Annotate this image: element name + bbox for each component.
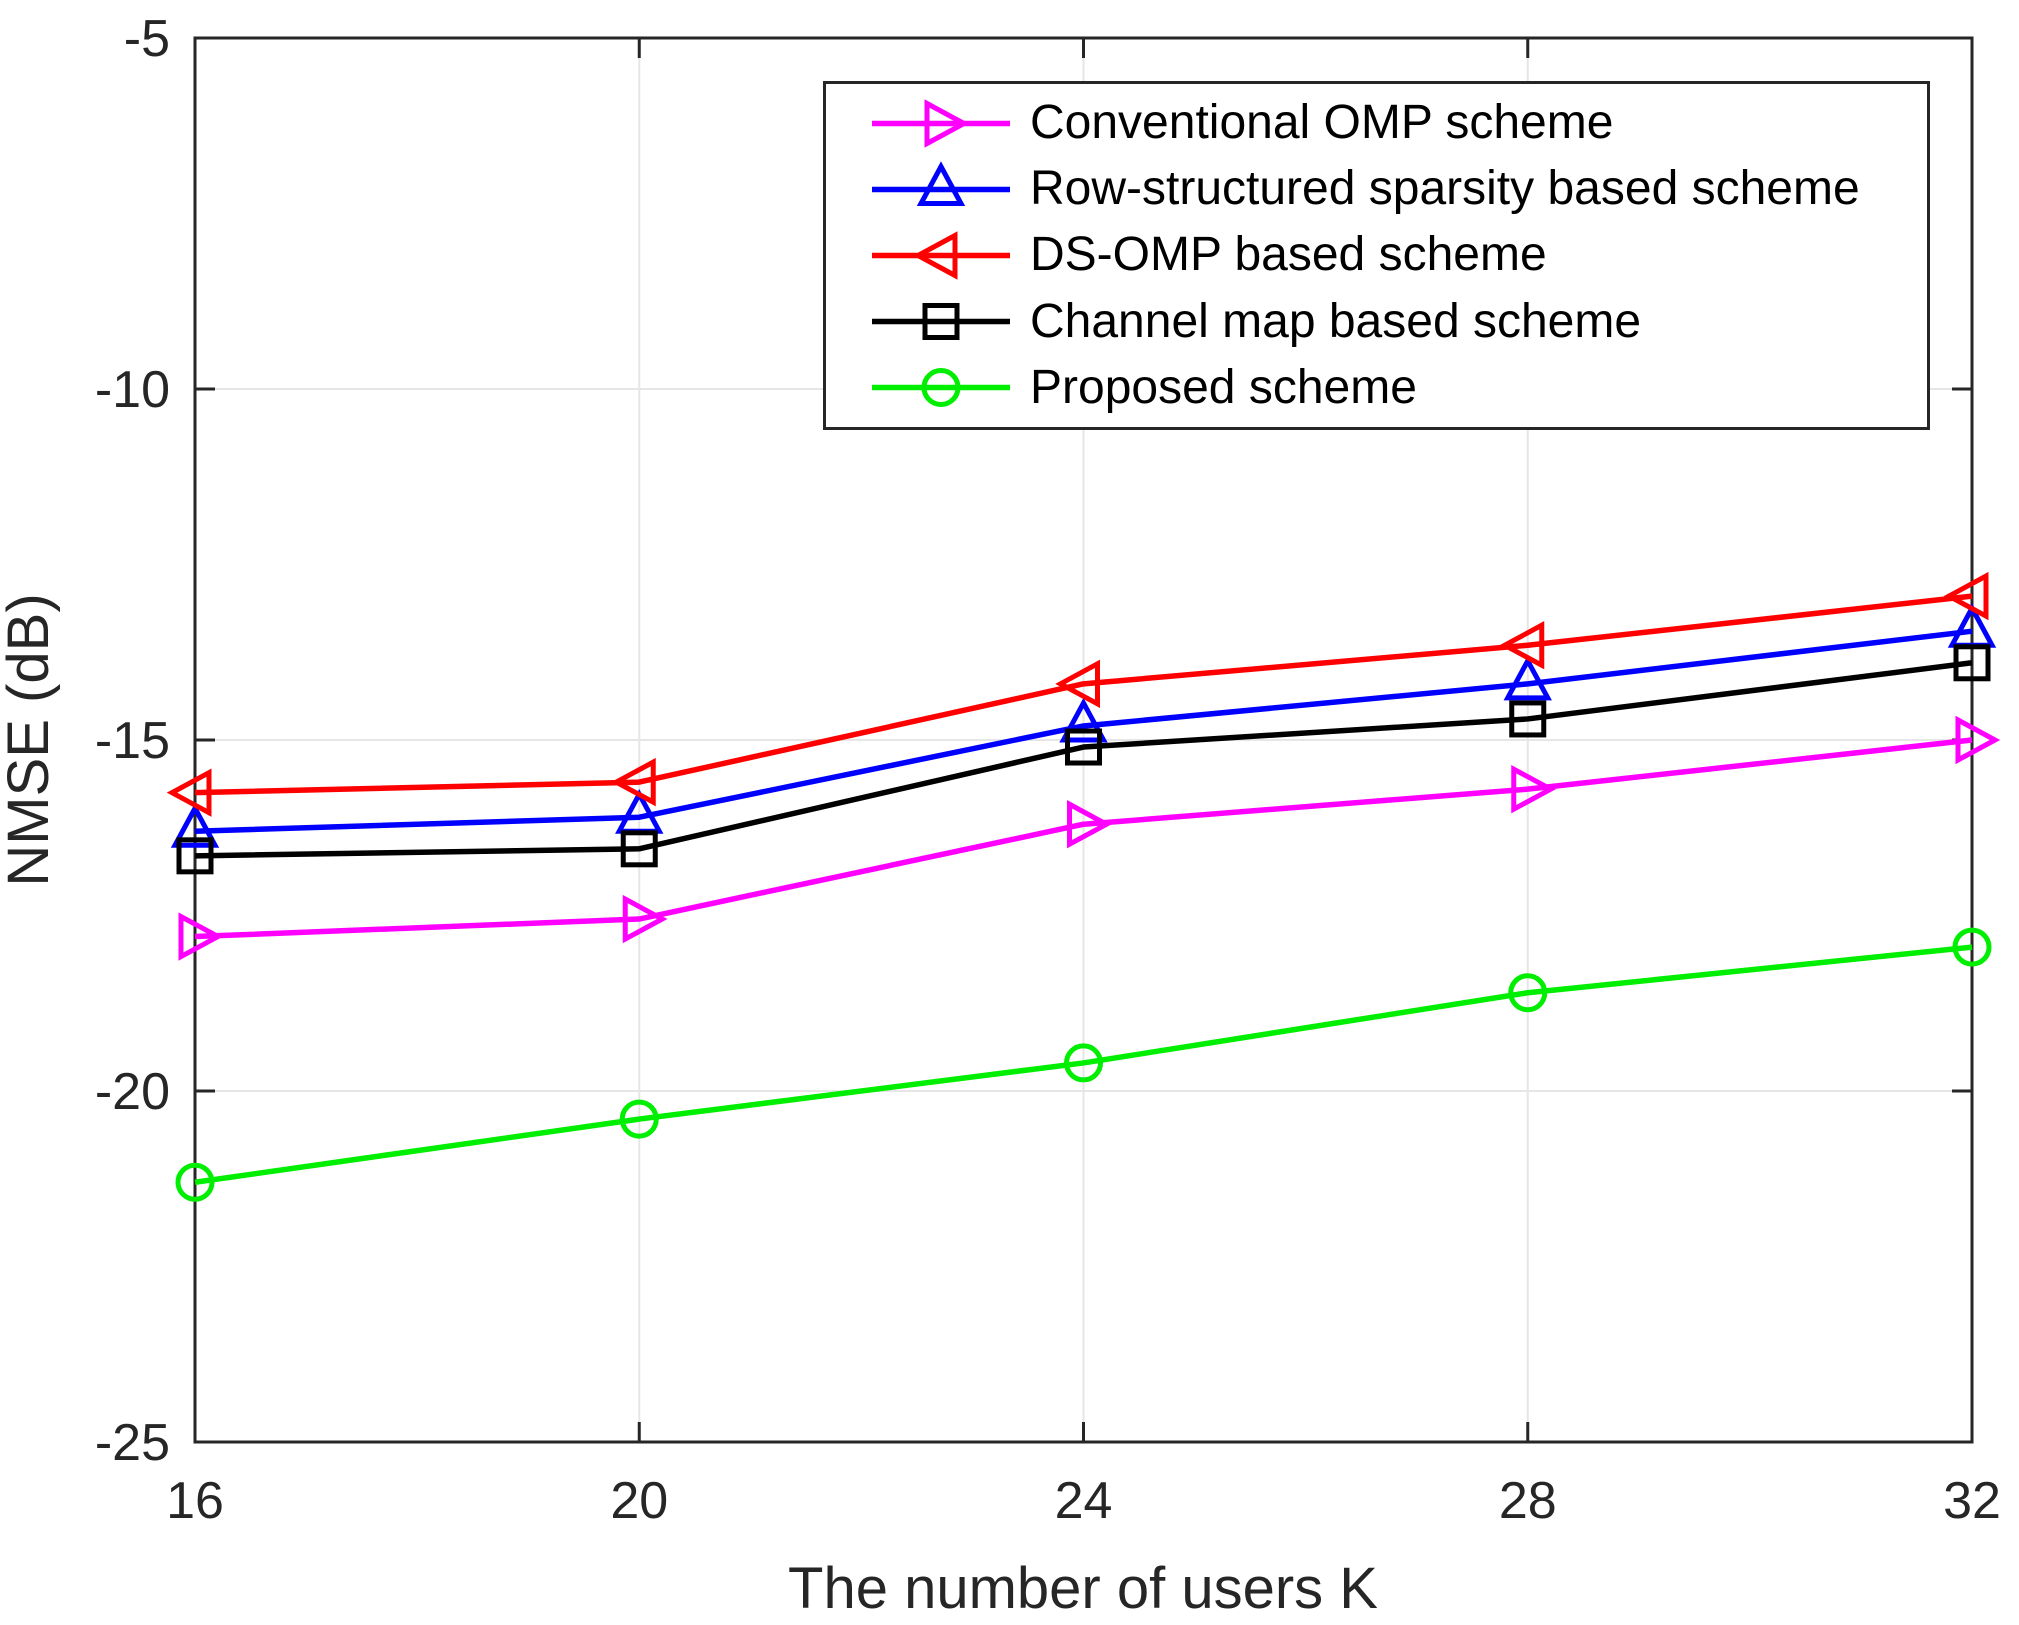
triangle-left-marker-icon [1499, 621, 1545, 670]
y-tick-label: -25 [95, 1414, 170, 1472]
triangle-up-marker-icon [916, 161, 966, 206]
legend-label: Channel map based scheme [1030, 294, 1642, 348]
triangle-up-marker-icon [1503, 655, 1552, 701]
circle-marker-icon [1064, 1043, 1103, 1083]
legend-marker-triangle-up-icon [872, 161, 1010, 206]
y-axis-title: NMSE (dB) [0, 593, 61, 886]
legend-entry-ds-omp: DS-OMP based scheme [866, 224, 1927, 286]
triangle-left-marker-icon [610, 757, 656, 807]
data-series [166, 571, 2001, 1202]
series-line [194, 944, 1973, 1185]
legend-label: Proposed scheme [1030, 360, 1417, 414]
legend-box: Conventional OMP scheme Row-structured s… [823, 81, 1930, 430]
x-axis-title: The number of users K [788, 1556, 1378, 1621]
x-tick-label: 20 [610, 1472, 668, 1530]
triangle-right-marker-icon [1955, 715, 2001, 765]
square-marker-icon [922, 303, 960, 341]
series-1 [170, 602, 1997, 848]
triangle-left-marker-icon [1055, 659, 1100, 709]
legend-entry-channel-map: Channel map based scheme [866, 291, 1927, 353]
series-line [194, 660, 1973, 859]
circle-marker-icon [619, 1099, 659, 1139]
y-tick-label: -20 [95, 1063, 170, 1121]
series-line [194, 593, 1973, 796]
legend-label: DS-OMP based scheme [1030, 228, 1547, 282]
circle-marker-icon [175, 1162, 215, 1202]
y-tick-label: -10 [95, 361, 170, 419]
legend-marker-circle-icon [872, 368, 1010, 408]
y-tick-label: -5 [124, 10, 170, 68]
x-tick-label: 28 [1499, 1472, 1557, 1530]
series-0 [178, 715, 2001, 961]
triangle-left-marker-icon [1943, 571, 1989, 621]
series-4 [175, 927, 1992, 1202]
series-line [194, 628, 1973, 835]
series-line [194, 737, 1973, 940]
x-tick-label: 16 [166, 1472, 224, 1530]
triangle-right-marker-icon [924, 98, 970, 148]
triangle-up-marker-icon [170, 803, 220, 848]
x-tick-label: 24 [1055, 1472, 1113, 1530]
square-marker-icon [1509, 700, 1547, 738]
legend-entry-proposed: Proposed scheme [866, 357, 1927, 419]
tick-labels: 16 20 24 28 32 -25 -20 -15 -10 -5 [95, 10, 2001, 1530]
square-marker-icon [176, 837, 214, 875]
legend-marker-triangle-left-icon [872, 231, 1010, 280]
legend-marker-triangle-right-icon [872, 98, 1010, 148]
series-2 [166, 571, 1989, 817]
square-marker-icon [1065, 728, 1102, 766]
square-marker-icon [620, 830, 658, 868]
legend-label: Conventional OMP scheme [1030, 96, 1614, 150]
triangle-right-marker-icon [622, 894, 668, 944]
circle-marker-icon [1952, 927, 1992, 967]
triangle-up-marker-icon [1059, 697, 1108, 743]
triangle-right-marker-icon [178, 912, 224, 961]
triangle-right-marker-icon [1067, 800, 1112, 849]
legend-marker-square-icon [872, 303, 1010, 341]
triangle-left-marker-icon [166, 768, 212, 817]
circle-marker-icon [1508, 973, 1548, 1013]
x-tick-label: 32 [1943, 1472, 2001, 1530]
legend-entry-row-structured: Row-structured sparsity based scheme [866, 158, 1927, 220]
circle-marker-icon [921, 368, 961, 408]
series-3 [176, 644, 1991, 875]
legend-label: Row-structured sparsity based scheme [1030, 162, 1860, 216]
triangle-right-marker-icon [1511, 764, 1557, 814]
y-tick-label: -15 [95, 712, 170, 770]
triangle-left-marker-icon [912, 231, 958, 280]
legend-entry-conventional-omp: Conventional OMP scheme [866, 92, 1927, 154]
square-marker-icon [1953, 644, 1991, 682]
